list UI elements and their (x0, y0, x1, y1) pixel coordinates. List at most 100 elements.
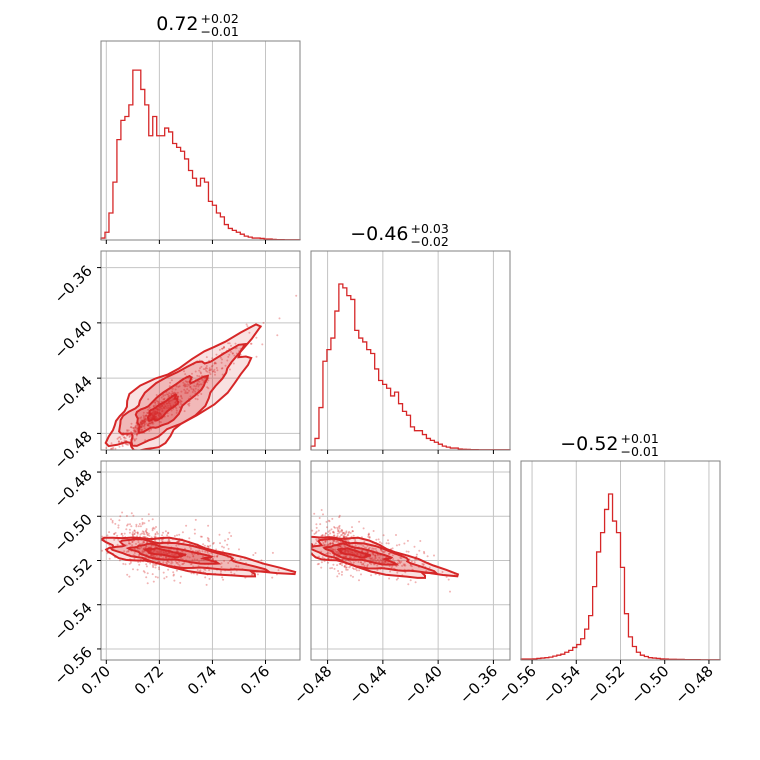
scatter-point (171, 390, 174, 393)
scatter-point (167, 402, 170, 405)
scatter-point (128, 436, 131, 438)
scatter-point (130, 422, 133, 425)
scatter-point (373, 558, 376, 561)
scatter-point (351, 567, 354, 570)
scatter-point (142, 541, 145, 543)
scatter-point (131, 533, 134, 535)
scatter-point (140, 426, 143, 429)
contour-fill (101, 537, 296, 577)
scatter-point (184, 390, 187, 393)
scatter-point (185, 392, 188, 394)
scatter-point (118, 559, 121, 562)
scatter-point (400, 557, 403, 560)
scatter-point (363, 546, 366, 549)
scatter-point (349, 560, 352, 563)
contour-line (118, 342, 248, 447)
scatter-point (314, 532, 317, 534)
scatter-point (375, 538, 378, 541)
scatter-point (220, 367, 223, 370)
scatter-point (347, 551, 350, 554)
scatter-point (340, 534, 342, 537)
scatter-point (128, 542, 131, 545)
scatter-point (196, 558, 199, 561)
scatter-point (362, 563, 365, 566)
scatter-point (150, 536, 153, 539)
scatter-point (340, 573, 343, 576)
scatter-point (120, 533, 123, 536)
scatter-point (207, 524, 210, 527)
scatter-point (164, 556, 167, 558)
scatter-point (381, 561, 384, 564)
scatter-point (223, 559, 226, 562)
scatter-point (162, 407, 165, 409)
scatter-point (108, 544, 111, 547)
scatter-point (186, 388, 189, 391)
scatter-point (152, 415, 155, 418)
scatter-point (140, 546, 143, 549)
scatter-point (143, 423, 146, 426)
scatter-point (176, 561, 179, 564)
scatter-point (140, 428, 143, 431)
scatter-point (160, 413, 163, 416)
scatter-point (329, 567, 332, 570)
scatter-point (97, 462, 99, 464)
scatter-point (186, 381, 188, 383)
scatter-point (183, 384, 186, 387)
scatter-point (160, 396, 163, 399)
x-tick-label: 0.76 (237, 662, 273, 698)
scatter-point (206, 545, 209, 548)
scatter-point (157, 402, 160, 405)
scatter-point (356, 553, 359, 556)
scatter-point (210, 365, 213, 368)
scatter-point (227, 562, 230, 564)
scatter-point (382, 561, 385, 564)
scatter-point (119, 438, 122, 440)
scatter-point (300, 525, 302, 527)
scatter-point (399, 562, 401, 565)
scatter-point (132, 429, 135, 432)
scatter-point (167, 407, 170, 410)
scatter-point (368, 536, 371, 538)
title-lower: −0.01 (621, 444, 659, 459)
scatter-point (139, 417, 142, 420)
title-lower: −0.01 (201, 24, 239, 39)
scatter-point (163, 407, 166, 410)
scatter-point (108, 531, 111, 534)
scatter-point (196, 382, 199, 385)
scatter-point (134, 425, 137, 428)
scatter-point (149, 422, 152, 425)
x-tick-label: 0.72 (131, 662, 167, 698)
scatter-point (347, 533, 350, 536)
scatter-point (152, 550, 155, 552)
scatter-point (204, 368, 207, 370)
contour-fill (110, 539, 269, 572)
scatter-point (175, 411, 178, 414)
scatter-point (183, 385, 186, 388)
scatter-point (211, 357, 214, 360)
scatter-point (366, 563, 369, 566)
scatter-point (188, 402, 191, 405)
scatter-point (142, 531, 145, 534)
scatter-point (149, 562, 152, 565)
scatter-point (143, 419, 146, 422)
scatter-point (343, 533, 346, 536)
scatter-point (209, 544, 212, 547)
scatter-point (337, 541, 340, 544)
scatter-point (184, 392, 187, 394)
scatter-point (372, 558, 374, 561)
scatter-point (141, 420, 144, 423)
scatter-point (228, 353, 231, 356)
scatter-point (159, 408, 161, 411)
scatter-point (343, 555, 346, 558)
scatter-point (117, 436, 120, 439)
scatter-point (135, 433, 138, 436)
scatter-point (153, 414, 156, 417)
scatter-point (407, 583, 410, 586)
scatter-point (216, 369, 219, 372)
scatter-point (186, 555, 189, 558)
scatter-point (132, 534, 134, 537)
scatter-point (133, 438, 136, 441)
scatter-point (404, 564, 407, 567)
scatter-point (172, 571, 175, 574)
